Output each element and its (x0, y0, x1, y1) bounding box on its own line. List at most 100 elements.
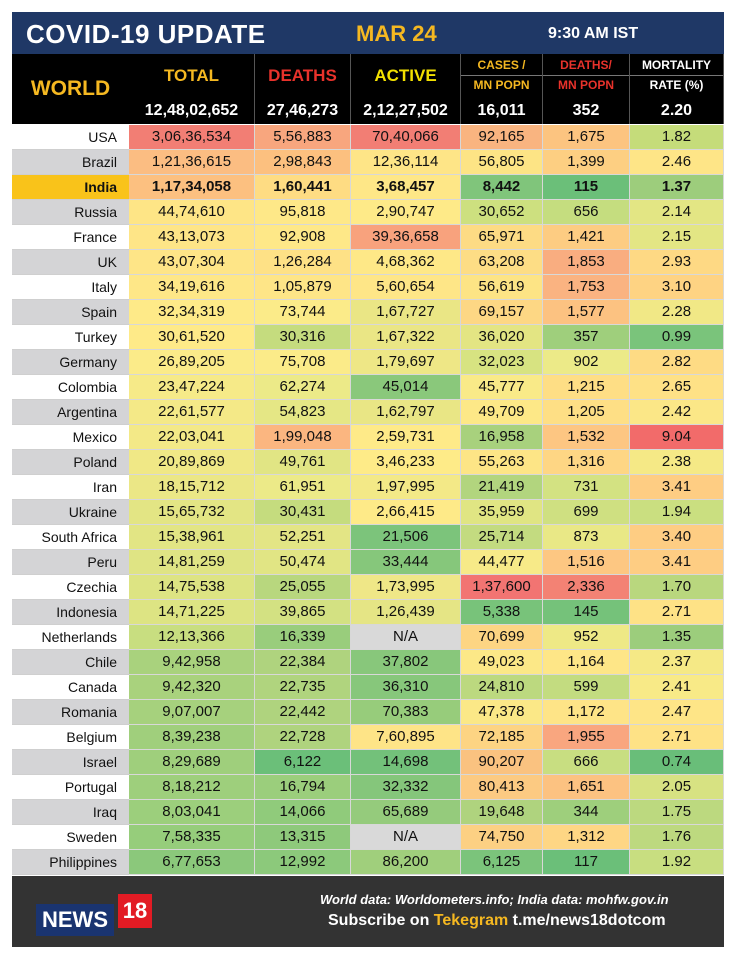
total-cell: 32,34,319 (129, 300, 255, 325)
cases-per-mn-cell: 65,971 (461, 225, 543, 250)
country-name: Mexico (12, 425, 129, 450)
mortality-cell: 2.15 (630, 225, 724, 250)
table-row: Italy 34,19,616 1,05,879 5,60,654 56,619 1,75… (12, 275, 724, 300)
country-name: France (12, 225, 129, 250)
subscribe-link[interactable]: t.me/news18dotcom (508, 912, 666, 929)
deaths-cell: 62,274 (255, 375, 351, 400)
date-label: MAR 24 (356, 21, 437, 46)
mortality-cell: 1.70 (630, 575, 724, 600)
active-cell: 2,66,415 (351, 500, 461, 525)
deaths-cell: 2,98,843 (255, 150, 351, 175)
active-cell: 33,444 (351, 550, 461, 575)
header-bar: COVID-19 UPDATE MAR 24 9:30 AM IST (12, 12, 724, 54)
country-name: Spain (12, 300, 129, 325)
deaths-cell: 1,05,879 (255, 275, 351, 300)
table-row: Israel 8,29,689 6,122 14,698 90,207 666 0.74 (12, 750, 724, 775)
table-row: Germany 26,89,205 75,708 1,79,697 32,023 902 2… (12, 350, 724, 375)
table-row: Iran 18,15,712 61,951 1,97,995 21,419 731 3.41 (12, 475, 724, 500)
deaths-cell: 22,735 (255, 675, 351, 700)
active-cell: 3,46,233 (351, 450, 461, 475)
deaths-per-mn-cell: 599 (543, 675, 630, 700)
deaths-per-mn-cell: 1,205 (543, 400, 630, 425)
active-cell: 5,60,654 (351, 275, 461, 300)
table-row: Indonesia 14,71,225 39,865 1,26,439 5,338 145… (12, 600, 724, 625)
deaths-cell: 61,951 (255, 475, 351, 500)
deaths-cell: 5,56,883 (255, 125, 351, 150)
active-cell: 2,90,747 (351, 200, 461, 225)
active-cell: 14,698 (351, 750, 461, 775)
country-name: South Africa (12, 525, 129, 550)
total-cell: 7,58,335 (129, 825, 255, 850)
deaths-per-mn-cell: 1,532 (543, 425, 630, 450)
country-name: Iran (12, 475, 129, 500)
mortality-cell: 3.41 (630, 550, 724, 575)
mortality-cell: 3.10 (630, 275, 724, 300)
active-cell: 1,67,322 (351, 325, 461, 350)
deaths-per-mn-cell: 1,312 (543, 825, 630, 850)
table-row: Netherlands 12,13,366 16,339 N/A 70,699 952 1.… (12, 625, 724, 650)
country-name: Indonesia (12, 600, 129, 625)
active-cell: 7,60,895 (351, 725, 461, 750)
mortality-cell: 2.93 (630, 250, 724, 275)
deaths-per-mn-cell: 145 (543, 600, 630, 625)
active-cell: 45,014 (351, 375, 461, 400)
world-mortality: 2.20 (630, 97, 724, 124)
column-header-deaths: DEATHS (255, 54, 351, 97)
mortality-cell: 0.99 (630, 325, 724, 350)
deaths-cell: 39,865 (255, 600, 351, 625)
active-cell: 3,68,457 (351, 175, 461, 200)
total-cell: 44,74,610 (129, 200, 255, 225)
active-cell: N/A (351, 825, 461, 850)
country-name: Canada (12, 675, 129, 700)
table-row: France 43,13,073 92,908 39,36,658 65,971 1,42… (12, 225, 724, 250)
country-name: Netherlands (12, 625, 129, 650)
active-cell: 2,59,731 (351, 425, 461, 450)
country-name: UK (12, 250, 129, 275)
world-active: 2,12,27,502 (351, 97, 461, 124)
country-name: Chile (12, 650, 129, 675)
deaths-per-mn-cell: 699 (543, 500, 630, 525)
deaths-per-mn-cell: 1,421 (543, 225, 630, 250)
cases-per-mn-cell: 70,699 (461, 625, 543, 650)
table-row: Argentina 22,61,577 54,823 1,62,797 49,709 1,… (12, 400, 724, 425)
mortality-cell: 3.40 (630, 525, 724, 550)
total-cell: 15,38,961 (129, 525, 255, 550)
active-cell: 36,310 (351, 675, 461, 700)
country-name: USA (12, 125, 129, 150)
deaths-cell: 30,316 (255, 325, 351, 350)
country-name: Brazil (12, 150, 129, 175)
mortality-cell: 2.71 (630, 600, 724, 625)
deaths-cell: 6,122 (255, 750, 351, 775)
deaths-per-mn-cell: 1,577 (543, 300, 630, 325)
deaths-per-mn-cell: 1,399 (543, 150, 630, 175)
deaths-per-mn-cell: 1,316 (543, 450, 630, 475)
deaths-cell: 54,823 (255, 400, 351, 425)
cases-per-mn-cell: 90,207 (461, 750, 543, 775)
mortality-cell: 2.47 (630, 700, 724, 725)
table-row: Czechia 14,75,538 25,055 1,73,995 1,37,600 2,… (12, 575, 724, 600)
table-row: Portugal 8,18,212 16,794 32,332 80,413 1,651 2… (12, 775, 724, 800)
mortality-cell: 2.71 (630, 725, 724, 750)
deaths-per-mn-cell: 1,651 (543, 775, 630, 800)
total-cell: 8,39,238 (129, 725, 255, 750)
deaths-per-mn-cell: 357 (543, 325, 630, 350)
total-cell: 18,15,712 (129, 475, 255, 500)
cases-per-mn-cell: 25,714 (461, 525, 543, 550)
news18-logo: NEWS (36, 904, 114, 936)
total-cell: 43,07,304 (129, 250, 255, 275)
deaths-per-mn-cell: 731 (543, 475, 630, 500)
mortality-cell: 2.05 (630, 775, 724, 800)
country-name: Russia (12, 200, 129, 225)
total-cell: 30,61,520 (129, 325, 255, 350)
total-cell: 14,71,225 (129, 600, 255, 625)
deaths-per-mn-cell: 1,172 (543, 700, 630, 725)
deaths-cell: 52,251 (255, 525, 351, 550)
deaths-cell: 25,055 (255, 575, 351, 600)
cases-per-mn-cell: 6,125 (461, 850, 543, 875)
table-row: Romania 9,07,007 22,442 70,383 47,378 1,172 2.… (12, 700, 724, 725)
table-row: India 1,17,34,058 1,60,441 3,68,457 8,442 115… (12, 175, 724, 200)
active-cell: 1,26,439 (351, 600, 461, 625)
country-name: India (12, 175, 129, 200)
deaths-cell: 1,26,284 (255, 250, 351, 275)
cases-per-mn-cell: 1,37,600 (461, 575, 543, 600)
